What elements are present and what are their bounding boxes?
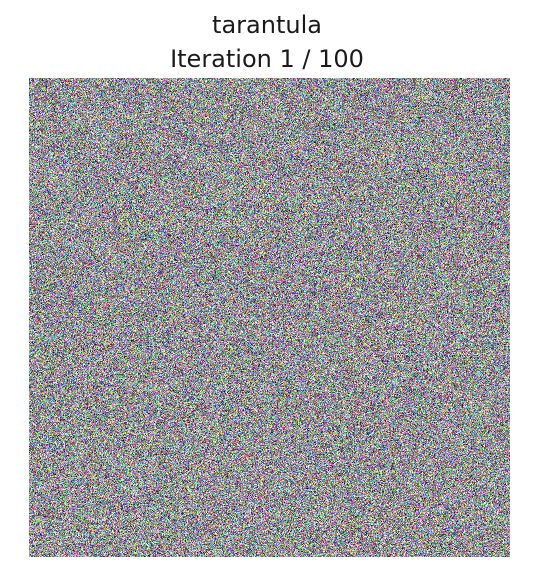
noise-image-frame (29, 78, 510, 557)
title-block: tarantula Iteration 1 / 100 (0, 8, 534, 76)
iteration-title: Iteration 1 / 100 (170, 45, 364, 73)
noise-image (29, 78, 510, 557)
class-title: tarantula (212, 11, 322, 39)
